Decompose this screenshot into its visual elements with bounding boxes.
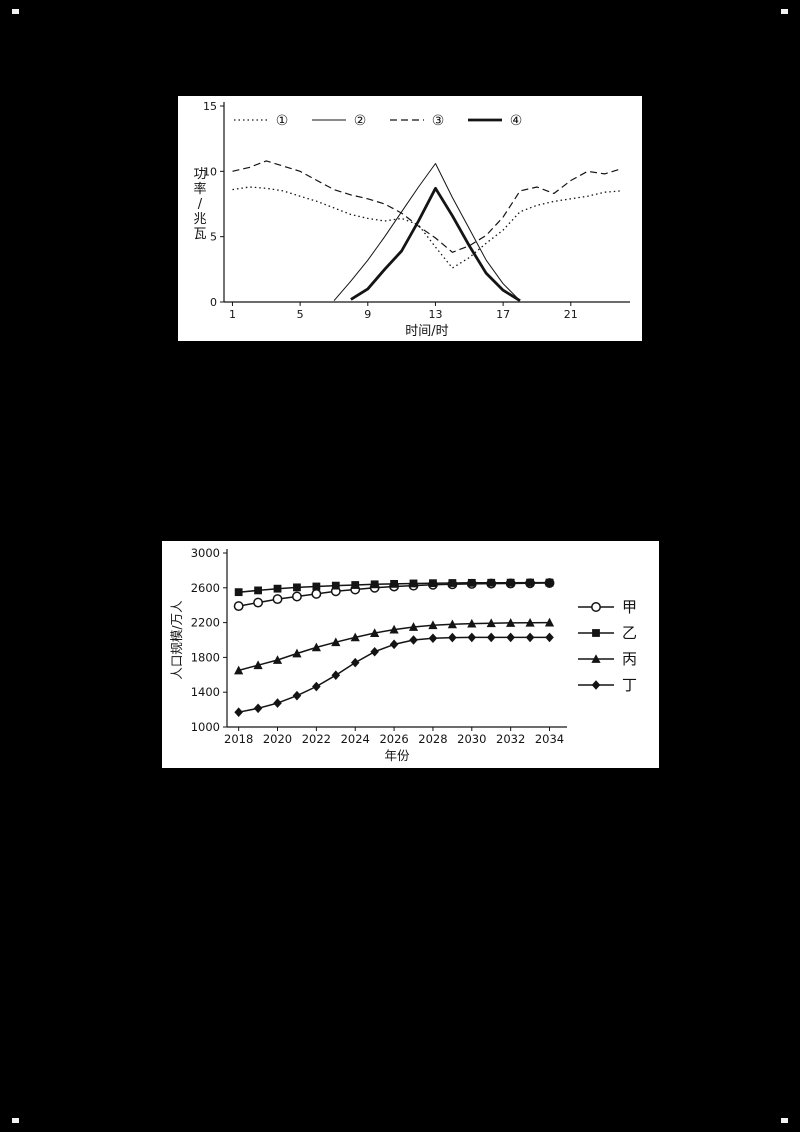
svg-text:2032: 2032 bbox=[496, 732, 525, 746]
svg-text:①: ① bbox=[276, 113, 289, 129]
svg-text:2028: 2028 bbox=[418, 732, 447, 746]
svg-text:2020: 2020 bbox=[263, 732, 292, 746]
svg-text:瓦: 瓦 bbox=[193, 227, 206, 242]
svg-text:1: 1 bbox=[229, 308, 236, 321]
svg-text:乙: 乙 bbox=[622, 624, 637, 642]
svg-text:1400: 1400 bbox=[191, 685, 220, 699]
svg-text:功: 功 bbox=[193, 167, 206, 182]
corner-mark bbox=[12, 9, 19, 14]
population-chart-panel: 1000 1400 1800 2200 2600 3000 2018 2020 2022 2024… bbox=[162, 541, 659, 768]
svg-text:丙: 丙 bbox=[622, 650, 637, 668]
svg-text:15: 15 bbox=[203, 100, 217, 113]
svg-text:2024: 2024 bbox=[341, 732, 370, 746]
svg-text:年份: 年份 bbox=[384, 748, 410, 763]
svg-text:③: ③ bbox=[432, 113, 445, 129]
svg-text:2030: 2030 bbox=[457, 732, 486, 746]
svg-text:2026: 2026 bbox=[379, 732, 408, 746]
corner-mark bbox=[781, 9, 788, 14]
svg-text:9: 9 bbox=[364, 308, 371, 321]
svg-text:兆: 兆 bbox=[193, 212, 206, 227]
svg-text:1000: 1000 bbox=[191, 720, 220, 734]
svg-text:1800: 1800 bbox=[191, 650, 220, 664]
svg-text:率: 率 bbox=[193, 181, 206, 197]
corner-mark bbox=[12, 1118, 19, 1123]
svg-text:17: 17 bbox=[496, 308, 510, 321]
svg-text:②: ② bbox=[354, 113, 367, 129]
svg-text:21: 21 bbox=[564, 308, 578, 321]
svg-text:2600: 2600 bbox=[191, 581, 220, 595]
svg-text:10: 10 bbox=[203, 165, 217, 178]
svg-text:④: ④ bbox=[510, 113, 523, 129]
svg-text:3000: 3000 bbox=[191, 546, 220, 560]
svg-text:2022: 2022 bbox=[302, 732, 331, 746]
corner-mark bbox=[781, 1118, 788, 1123]
population-chart-svg: 1000 1400 1800 2200 2600 3000 2018 2020 2022 2024… bbox=[169, 546, 637, 763]
svg-text:时间/时: 时间/时 bbox=[405, 324, 448, 339]
svg-text:甲: 甲 bbox=[622, 598, 637, 616]
svg-text:人口规模/万人: 人口规模/万人 bbox=[169, 600, 184, 680]
power-chart-panel: 0 5 10 15 1 5 9 13 17 21 时间/时功率 / 兆瓦 ① ② ③ ④ bbox=[178, 96, 642, 341]
svg-text:0: 0 bbox=[210, 296, 217, 309]
svg-text:/: / bbox=[198, 197, 203, 212]
svg-text:丁: 丁 bbox=[622, 676, 637, 694]
svg-text:5: 5 bbox=[210, 231, 217, 244]
svg-text:2034: 2034 bbox=[535, 732, 564, 746]
svg-text:2018: 2018 bbox=[224, 732, 253, 746]
svg-text:5: 5 bbox=[297, 308, 304, 321]
svg-text:13: 13 bbox=[428, 308, 442, 321]
svg-text:2200: 2200 bbox=[191, 616, 220, 630]
